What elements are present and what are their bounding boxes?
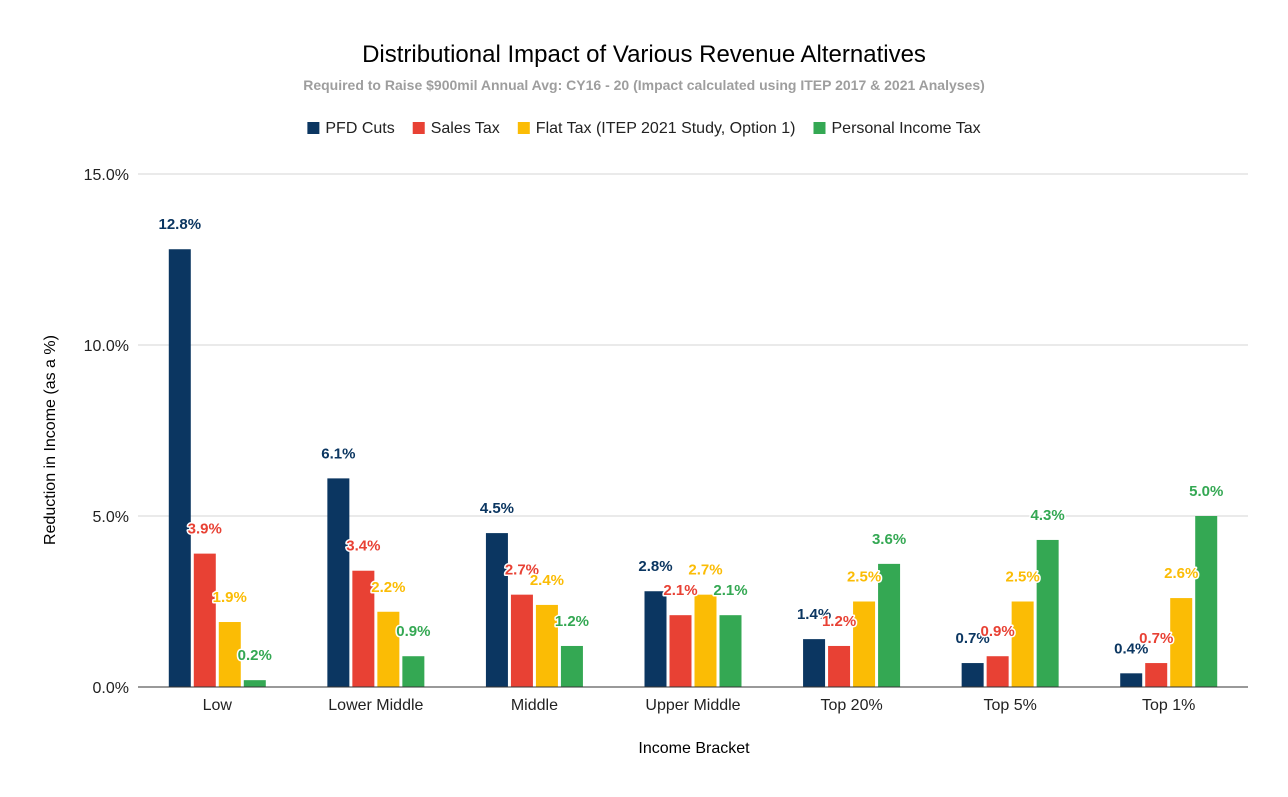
data-label: 0.2% bbox=[238, 647, 272, 664]
legend-swatch bbox=[517, 122, 530, 134]
legend-swatch bbox=[307, 122, 320, 134]
data-label: 0.7% bbox=[956, 630, 990, 647]
y-axis-ticks: 0.0% 5.0% 10.0% 15.0% bbox=[84, 167, 129, 697]
legend-item: Sales Tax bbox=[412, 120, 500, 137]
x-tick-label: Top 5% bbox=[983, 697, 1036, 714]
x-tick-label: Lower Middle bbox=[328, 697, 423, 714]
bar bbox=[986, 656, 1009, 687]
data-label: 2.6% bbox=[1164, 565, 1198, 582]
data-label: 3.4% bbox=[346, 538, 380, 555]
bar bbox=[560, 645, 583, 687]
gridlines bbox=[138, 173, 1248, 517]
x-tick-label: Top 20% bbox=[820, 697, 882, 714]
bar bbox=[803, 639, 826, 687]
x-axis-title: Income Bracket bbox=[638, 740, 750, 757]
legend: PFD Cuts Sales Tax Flat Tax (ITEP 2021 Stu… bbox=[307, 120, 981, 137]
bar bbox=[402, 656, 425, 687]
bar bbox=[510, 594, 533, 687]
x-axis-ticks: Low Lower Middle Middle Upper Middle Top 20%… bbox=[203, 697, 1196, 714]
data-label: 4.3% bbox=[1031, 507, 1065, 524]
bar bbox=[327, 478, 350, 687]
bar bbox=[694, 594, 717, 687]
data-label: 2.8% bbox=[638, 558, 672, 575]
bar bbox=[828, 645, 851, 687]
data-label: 12.8% bbox=[159, 216, 202, 233]
legend-label: Personal Income Tax bbox=[831, 120, 980, 137]
data-label: 2.1% bbox=[663, 582, 697, 599]
data-label: 2.5% bbox=[1006, 569, 1040, 586]
x-tick-label: Upper Middle bbox=[645, 697, 740, 714]
data-label: 0.7% bbox=[1139, 630, 1173, 647]
legend-label: Flat Tax (ITEP 2021 Study, Option 1) bbox=[536, 120, 796, 137]
y-tick-label: 10.0% bbox=[84, 338, 129, 355]
bar bbox=[218, 622, 241, 687]
bar bbox=[485, 533, 508, 687]
data-label: 0.9% bbox=[396, 623, 430, 640]
legend-label: PFD Cuts bbox=[325, 120, 394, 137]
bar bbox=[352, 570, 375, 687]
bar bbox=[535, 604, 558, 687]
x-tick-label: Middle bbox=[511, 697, 558, 714]
x-tick-label: Top 1% bbox=[1142, 697, 1195, 714]
y-axis-title: Reduction in Income (as a %) bbox=[42, 335, 59, 545]
bar bbox=[1036, 539, 1059, 687]
legend-swatch bbox=[412, 122, 425, 134]
bar bbox=[377, 611, 400, 687]
chart-title: Distributional Impact of Various Revenue… bbox=[362, 41, 926, 68]
bar bbox=[1120, 673, 1143, 687]
data-label: 5.0% bbox=[1189, 483, 1223, 500]
data-label: 0.9% bbox=[981, 623, 1015, 640]
legend-item: Flat Tax (ITEP 2021 Study, Option 1) bbox=[517, 120, 796, 137]
bar bbox=[1145, 663, 1168, 687]
legend-item: Personal Income Tax bbox=[813, 120, 981, 137]
bar bbox=[719, 615, 742, 687]
data-label: 1.9% bbox=[213, 589, 247, 606]
data-label: 6.1% bbox=[321, 445, 355, 462]
bar bbox=[644, 591, 667, 687]
legend-label: Sales Tax bbox=[431, 120, 500, 137]
data-label: 2.2% bbox=[371, 579, 405, 596]
data-label: 3.6% bbox=[872, 531, 906, 548]
chart-subtitle: Required to Raise $900mil Annual Avg: CY… bbox=[303, 77, 985, 93]
data-labels: 12.8% 3.9% 1.9% 0.2% 6.1% 3.4% 2.2% 0.9% 4.5% 2.7… bbox=[157, 215, 1225, 666]
bar bbox=[1170, 598, 1193, 687]
bar bbox=[961, 663, 984, 687]
data-label: 1.4% bbox=[797, 606, 831, 623]
bar bbox=[243, 680, 266, 687]
data-label: 0.4% bbox=[1114, 640, 1148, 657]
bar bbox=[853, 601, 876, 687]
bar bbox=[669, 615, 692, 687]
bar bbox=[878, 563, 901, 687]
data-label: 1.2% bbox=[555, 613, 589, 630]
data-label: 2.5% bbox=[847, 569, 881, 586]
legend-swatch bbox=[813, 122, 826, 134]
data-label: 3.9% bbox=[188, 521, 222, 538]
data-label: 2.1% bbox=[713, 582, 747, 599]
bar bbox=[168, 249, 191, 688]
data-label: 4.5% bbox=[480, 500, 514, 517]
y-tick-label: 0.0% bbox=[93, 680, 129, 697]
y-tick-label: 5.0% bbox=[93, 509, 129, 526]
data-label: 1.2% bbox=[822, 613, 856, 630]
data-label: 2.4% bbox=[530, 572, 564, 589]
bar bbox=[1195, 516, 1218, 687]
y-tick-label: 15.0% bbox=[84, 167, 129, 184]
bar bbox=[1011, 601, 1034, 687]
x-tick-label: Low bbox=[203, 697, 233, 714]
legend-item: PFD Cuts bbox=[307, 120, 395, 137]
bar bbox=[193, 553, 216, 687]
bars bbox=[168, 249, 1218, 688]
data-label: 2.7% bbox=[505, 562, 539, 579]
data-label: 2.7% bbox=[688, 562, 722, 579]
